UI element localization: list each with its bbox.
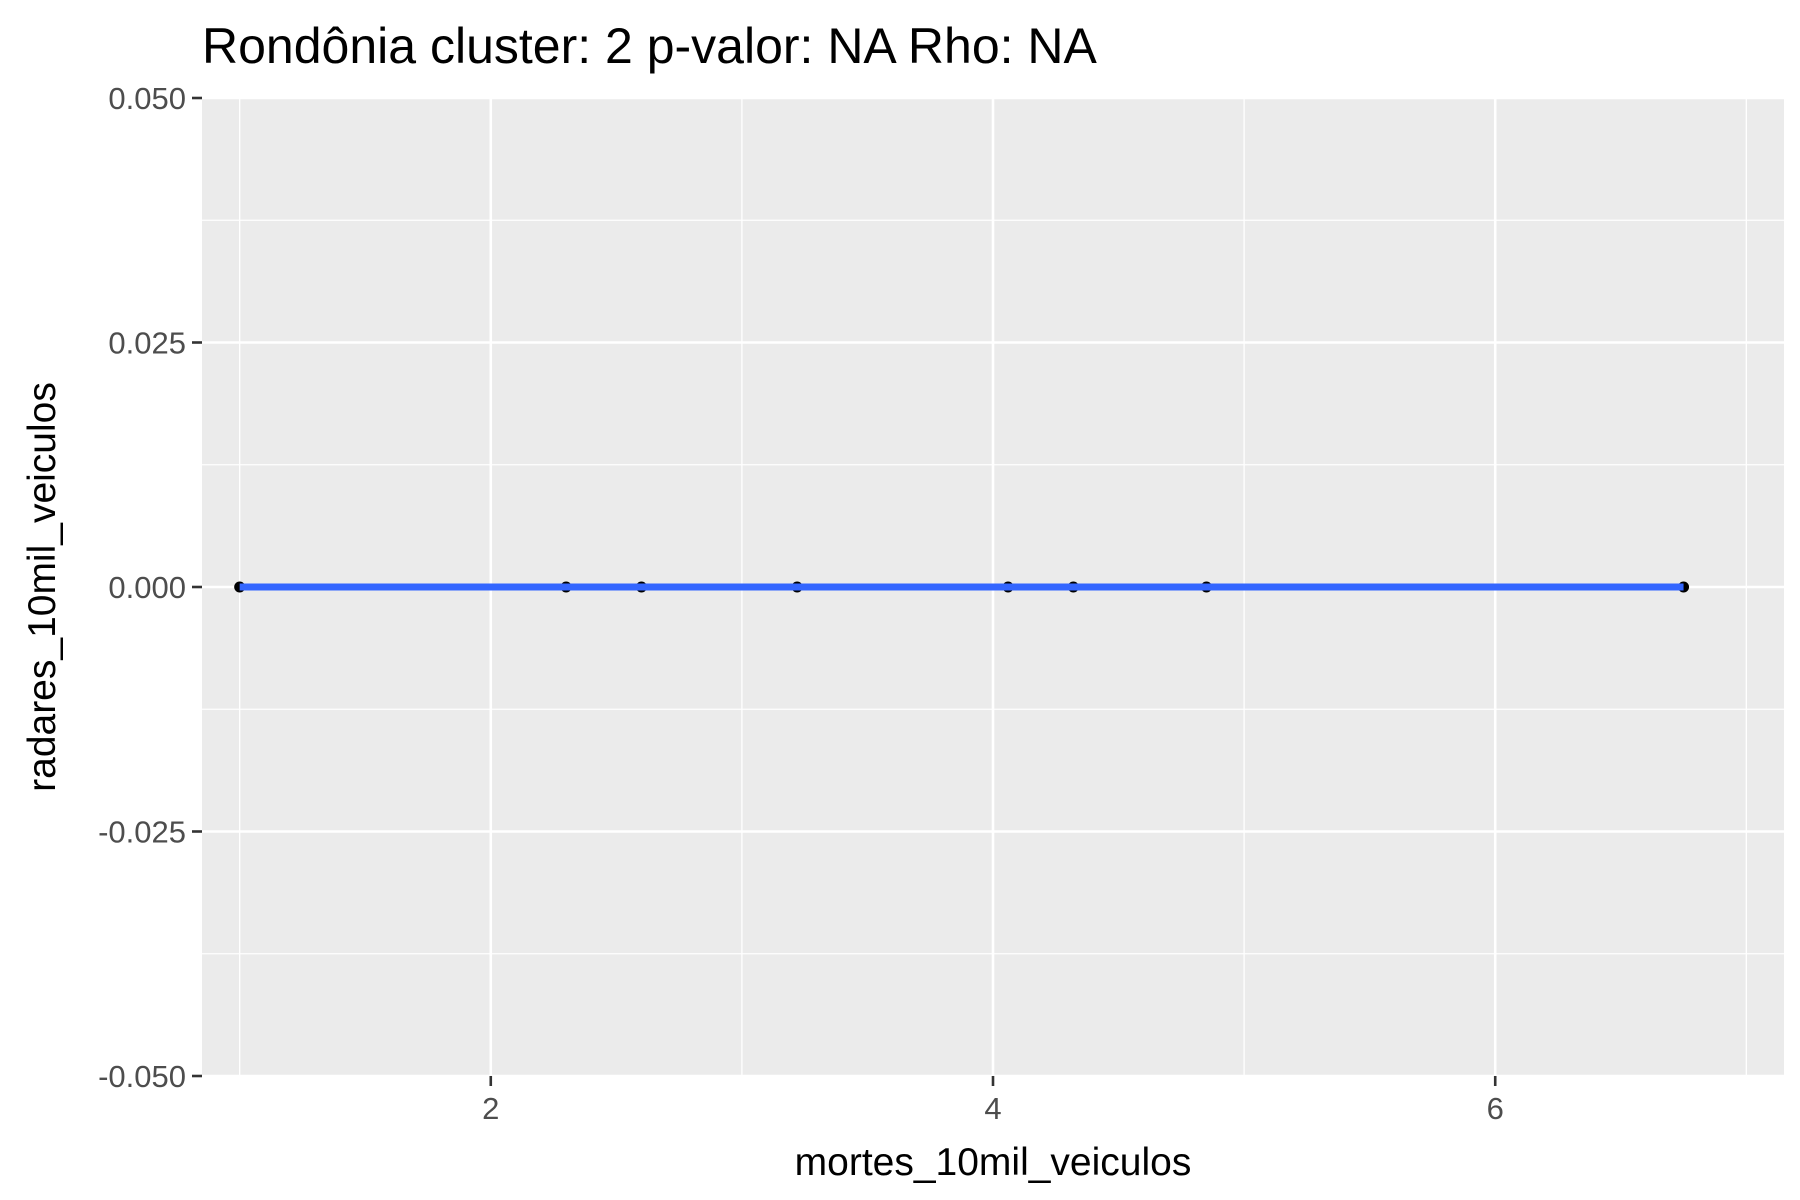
y-axis-title: radares_10mil_veiculos: [21, 382, 64, 792]
x-tick-label-0: 2: [482, 1091, 499, 1126]
y-tick-label-2: 0.000: [108, 570, 186, 605]
y-tick-label-3: 0.025: [108, 326, 186, 361]
y-tick-label-4: 0.050: [108, 81, 186, 116]
chart-title: Rondônia cluster: 2 p-valor: NA Rho: NA: [202, 18, 1098, 74]
x-tick-label-1: 4: [984, 1091, 1001, 1126]
x-tick-label-2: 6: [1487, 1091, 1504, 1126]
y-tick-label-1: -0.025: [98, 815, 186, 850]
y-tick-label-0: -0.050: [98, 1059, 186, 1094]
x-axis: 2 4 6: [482, 1076, 1504, 1126]
y-axis: -0.050 -0.025 0.000 0.025 0.050: [98, 81, 202, 1094]
x-axis-title: mortes_10mil_veiculos: [795, 1141, 1192, 1184]
